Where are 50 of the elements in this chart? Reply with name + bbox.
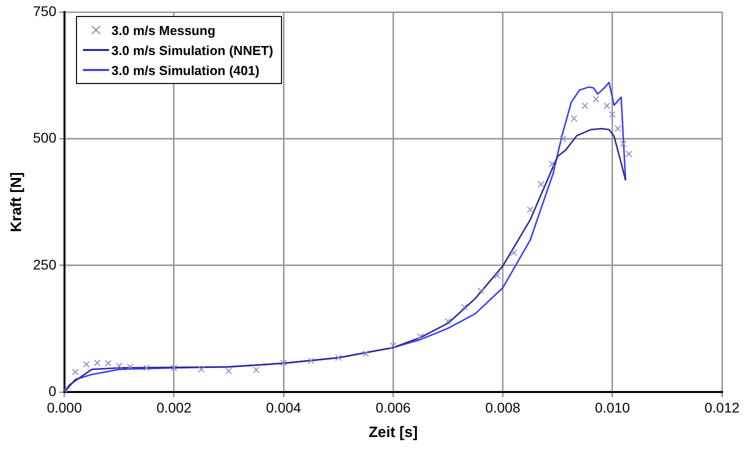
x-tick-label: 0.008 [485,399,521,416]
x-tick-label: 0.000 [46,399,82,416]
point [225,368,232,374]
point [592,96,600,103]
point [626,150,632,158]
point [538,181,544,188]
legend-label: 3.0 m/s Simulation (NNET) [111,42,274,58]
point [461,304,468,310]
x-axis-title: Zeit [s] [368,424,418,442]
point [280,359,287,366]
point [494,272,501,279]
legend-label: 3.0 m/s Simulation (401) [111,62,260,78]
point [604,102,610,110]
x-tick-label: 0.006 [376,399,411,416]
point [252,366,260,374]
legend-label: 3.0 m/s Messung [111,22,216,38]
point [308,357,314,364]
y-tick-label: 500 [33,130,57,146]
point [444,318,452,325]
point [116,362,122,370]
y-tick-label: 0 [48,383,57,400]
point [335,354,342,362]
point [582,102,588,110]
point [390,342,397,349]
point [72,368,79,376]
point [614,125,622,132]
point [170,364,178,372]
y-tick-label: 250 [33,256,57,272]
point [126,364,134,370]
point [143,364,150,372]
point [510,249,518,256]
x-tick-label: 0.012 [704,399,740,416]
point [526,206,534,214]
point [478,287,484,294]
point [82,360,90,368]
point [94,359,101,366]
point [548,160,556,168]
point [560,135,566,142]
point [417,333,424,340]
point [362,350,370,357]
point [620,140,627,148]
point [104,360,112,367]
x-tick-label: 0.002 [156,399,192,416]
x-tick-label: 0.004 [266,399,302,416]
point [609,111,616,118]
point [198,366,205,373]
point [570,115,578,122]
x-tick-label: 0.010 [594,399,630,416]
y-axis-title: Kraft [N] [8,172,26,232]
y-tick-label: 750 [33,2,57,19]
